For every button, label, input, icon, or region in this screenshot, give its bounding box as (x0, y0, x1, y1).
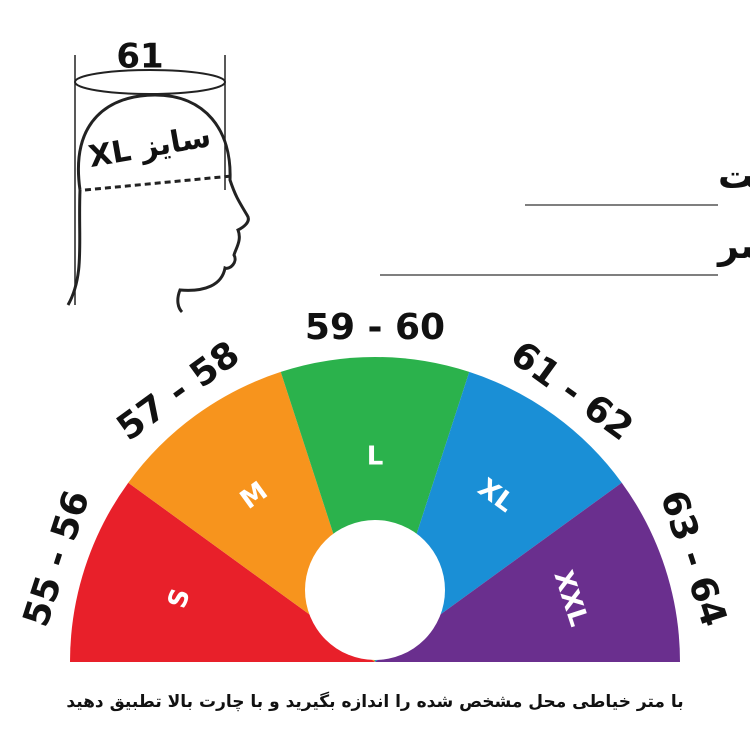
center-hole (305, 520, 445, 660)
head-outline (77, 93, 250, 314)
title-line: اندازه گیری سایز سر (716, 225, 750, 267)
circumference: 61 (116, 37, 163, 77)
title-line: محل درست (718, 156, 750, 197)
range-label: 59 - 60 (305, 307, 445, 348)
neck-outline (66, 189, 82, 306)
size-segment (375, 482, 680, 662)
head-illustration (66, 55, 250, 314)
size-label: L (367, 442, 384, 472)
size-segment (280, 357, 470, 662)
size-segment (70, 482, 375, 662)
measure-line (84, 174, 233, 192)
footer-note: با متر خیاطی محل مشخص شده را اندازه بگیر… (66, 691, 683, 712)
